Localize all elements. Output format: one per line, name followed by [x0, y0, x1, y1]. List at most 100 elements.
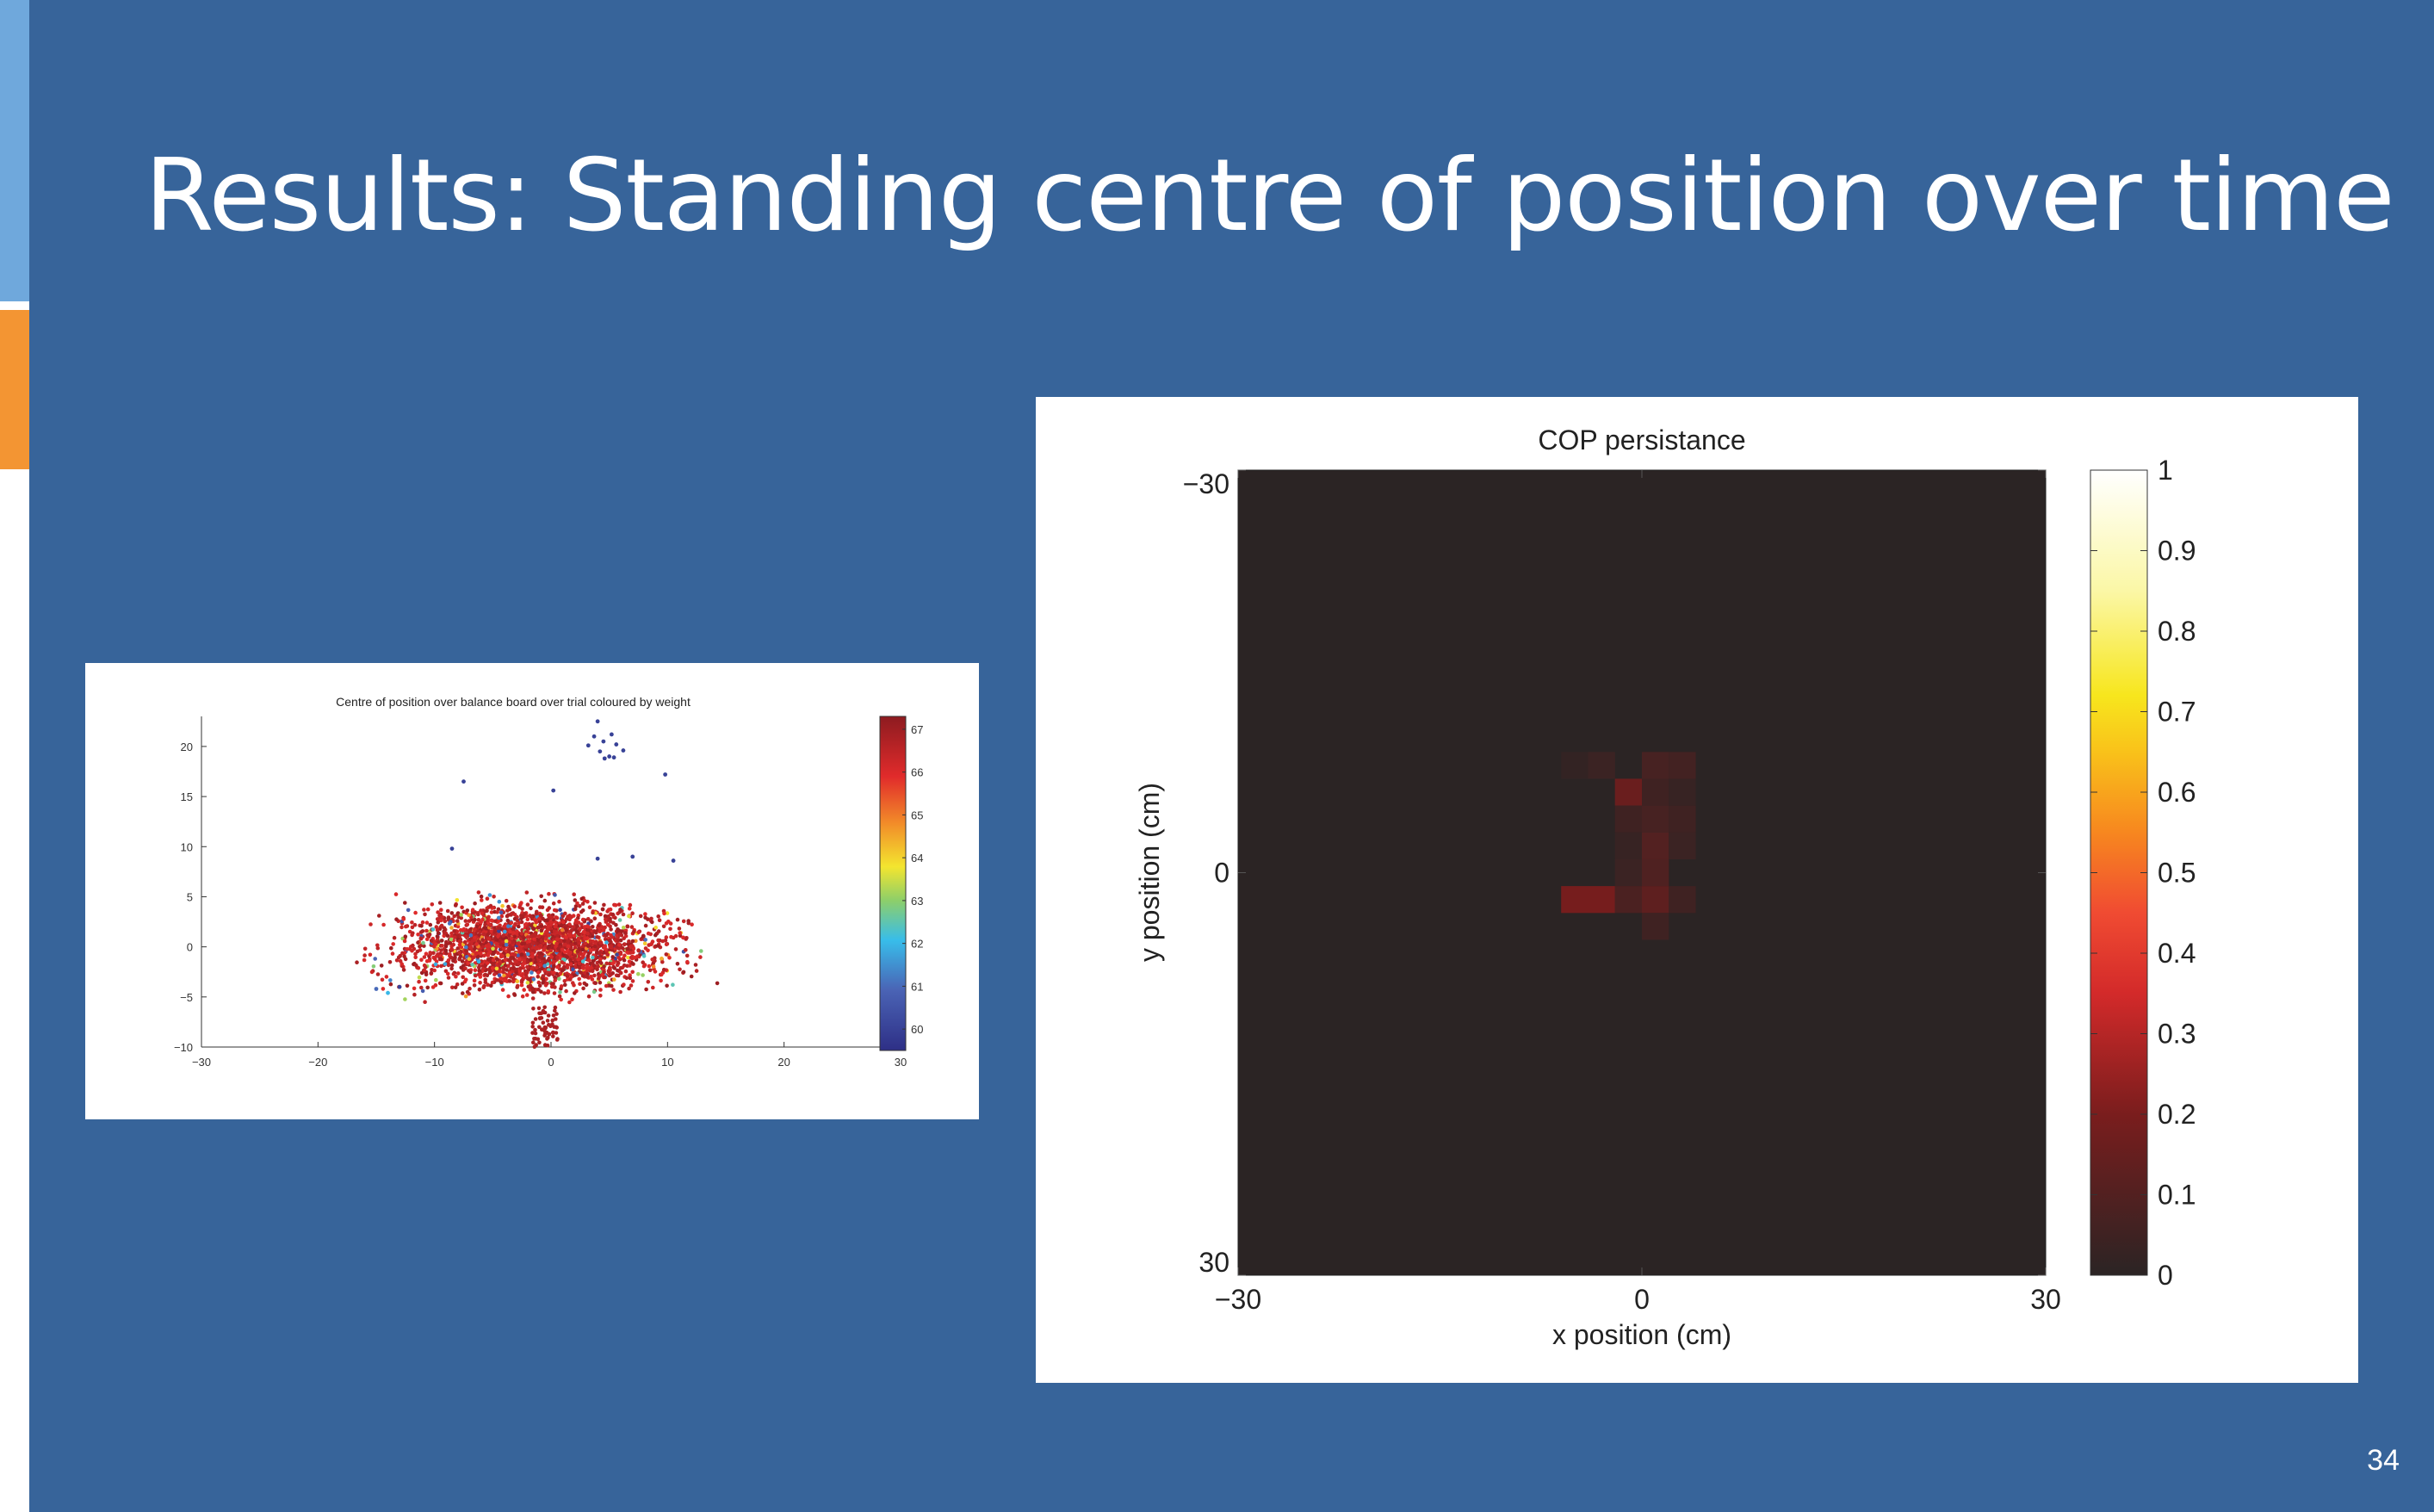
scatter-cloud-point: [564, 935, 568, 939]
scatter-cloud-point: [545, 918, 549, 923]
scatter-cloud-point: [629, 955, 634, 960]
scatter-cloud-point: [598, 994, 603, 998]
scatter-cloud-point: [566, 914, 570, 919]
scatter-cloud-point: [685, 959, 690, 964]
scatter-cloud-point: [448, 941, 453, 945]
scatter-cloud-point: [595, 935, 599, 939]
scatter-cloud-point: [560, 960, 565, 964]
scatter-cloud-point: [576, 920, 581, 925]
scatter-cloud-point: [550, 1018, 554, 1023]
scatter-cloud-point: [449, 911, 455, 915]
scatter-cloud-point: [541, 977, 546, 982]
scatter-cloud-point: [555, 955, 560, 960]
scatter-cloud-point: [505, 914, 510, 919]
heatmap-colorbar-tick-label: 0.4: [2158, 938, 2196, 969]
heatmap-cell: [1642, 752, 1669, 779]
heatmap-y-tick-label: 0: [1214, 858, 1229, 889]
scatter-cloud-point: [617, 943, 622, 947]
heatmap-cell: [1642, 858, 1669, 887]
scatter-cloud-point: [518, 946, 523, 951]
scatter-cloud-point: [615, 952, 619, 957]
scatter-cloud-point: [666, 920, 671, 924]
scatter-cloud-point: [553, 975, 557, 980]
scatter-colorbar-tick-label: 67: [911, 723, 923, 736]
scatter-cloud-point: [584, 974, 589, 979]
scatter-cloud-point: [540, 966, 544, 970]
scatter-cloud-point: [492, 936, 498, 940]
scatter-cloud-point: [623, 931, 628, 935]
heatmap-cell: [1669, 778, 1696, 806]
heatmap-cell: [1642, 913, 1669, 940]
scatter-cloud-point: [531, 1007, 536, 1011]
scatter-cloud-point: [437, 901, 443, 905]
scatter-cloud-point: [435, 917, 440, 921]
scatter-colorbar-tick-label: 62: [911, 938, 923, 951]
scatter-cloud-point: [520, 963, 525, 967]
scatter-cloud-point: [573, 898, 578, 902]
heatmap-cell: [1669, 752, 1696, 779]
heatmap-colorbar: [2090, 469, 2148, 1276]
scatter-cloud-point: [525, 964, 530, 970]
scatter-cloud-point: [424, 928, 429, 933]
scatter-cloud-point: [438, 954, 443, 958]
scatter-cloud-point: [660, 956, 664, 961]
scatter-cloud-point: [693, 963, 698, 967]
scatter-cloud-point: [499, 979, 504, 984]
scatter-cloud-point: [643, 938, 647, 942]
scatter-cloud-point: [549, 955, 554, 959]
scatter-cloud-point: [424, 951, 429, 956]
scatter-cloud-point: [424, 965, 428, 970]
scatter-cloud-point: [525, 951, 530, 957]
scatter-cloud-point: [430, 927, 436, 932]
scatter-cloud-point: [524, 890, 530, 895]
scatter-cloud-point: [541, 981, 545, 985]
scatter-cloud-point: [543, 1026, 548, 1031]
scatter-cloud-point: [523, 922, 528, 927]
scatter-cloud-point: [551, 1013, 556, 1018]
scatter-cloud-point: [447, 921, 452, 926]
scatter-cloud-point: [508, 961, 513, 965]
scatter-cloud-point: [606, 922, 610, 927]
scatter-cloud-point: [490, 980, 495, 985]
scatter-cloud-point: [421, 940, 425, 945]
scatter-cloud-point: [581, 964, 586, 968]
scatter-cloud-point: [479, 951, 483, 956]
scatter-cloud-point: [531, 941, 536, 946]
scatter-cloud-point: [630, 939, 635, 944]
scatter-cloud-point: [449, 934, 454, 939]
scatter-cloud-point: [524, 975, 529, 980]
scatter-cloud-point: [598, 957, 603, 962]
scatter-cloud-point: [664, 952, 669, 957]
scatter-cloud-point: [622, 936, 626, 940]
scatter-cloud-point: [562, 950, 567, 955]
scatter-cloud-point: [553, 1005, 558, 1010]
scatter-cloud-point: [531, 987, 536, 992]
scatter-cloud-point: [698, 955, 703, 959]
scatter-point: [621, 748, 626, 753]
scatter-cloud-point: [485, 908, 489, 914]
scatter-cloud-point: [568, 957, 573, 963]
scatter-cloud-point: [486, 953, 491, 957]
scatter-cloud-point: [542, 898, 548, 903]
scatter-cloud-point: [496, 951, 500, 956]
scatter-cloud-point: [598, 974, 602, 979]
scatter-cloud-point: [656, 944, 660, 948]
scatter-cloud-point: [576, 936, 581, 941]
scatter-cloud-point: [539, 954, 543, 959]
scatter-cloud-point: [529, 961, 533, 966]
scatter-cloud-point: [622, 942, 627, 947]
heatmap-cell: [1614, 858, 1642, 887]
heatmap-colorbar-ticks: 1 0.9 0.8 0.7 0.6 0.5 0.4 0.3 0.2 0.1 0: [2090, 455, 2196, 1291]
scatter-cloud-point: [375, 945, 381, 951]
scatter-cloud-point: [379, 964, 384, 968]
scatter-cloud-point: [675, 917, 680, 922]
scatter-cloud-point: [405, 983, 410, 988]
scatter-cloud-point: [530, 926, 536, 931]
scatter-cloud-point: [511, 966, 517, 971]
scatter-cloud-point: [585, 969, 589, 973]
scatter-cloud-point: [578, 926, 582, 931]
scatter-cloud-point: [630, 911, 635, 915]
scatter-point: [551, 788, 556, 793]
scatter-cloud-point: [388, 982, 393, 987]
scatter-cloud-point: [595, 950, 599, 954]
